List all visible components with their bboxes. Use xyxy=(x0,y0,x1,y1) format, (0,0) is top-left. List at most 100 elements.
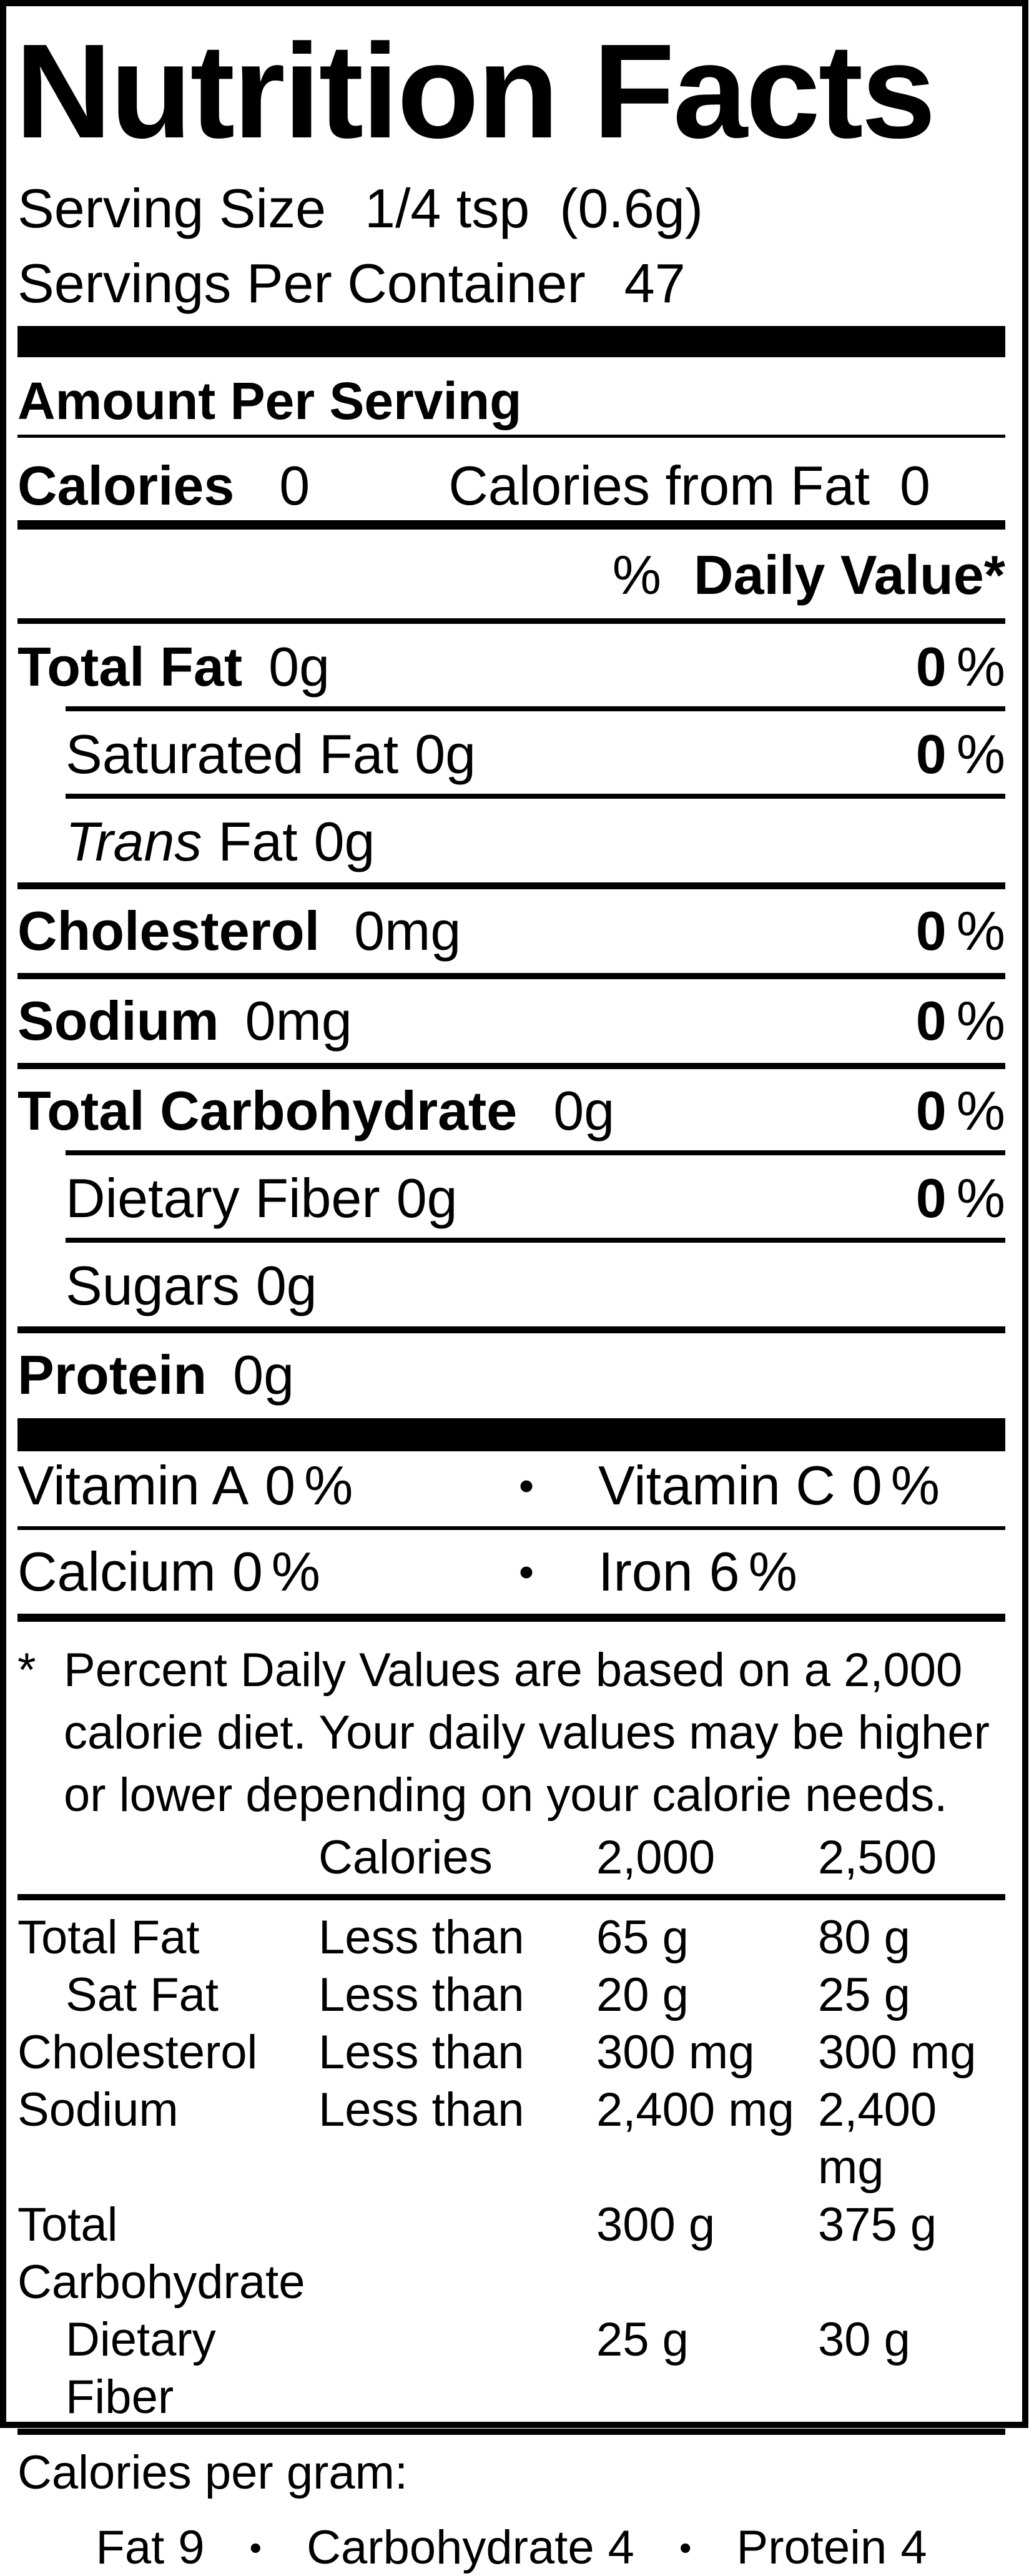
nutrient-name-amount: Sugars 0g xyxy=(66,1251,317,1320)
sodium-dv: 0% xyxy=(916,987,1005,1055)
bullet-icon: • xyxy=(518,1547,534,1596)
iron-group: Iron 6% xyxy=(598,1537,797,1606)
total-carbohydrate-dv: 0% xyxy=(916,1077,1005,1145)
cpg-fat-value: 9 xyxy=(178,2521,205,2574)
calcium-name: Calcium xyxy=(17,1541,216,1602)
nutrient-row-total-carbohydrate: Total Carbohydrate 0g 0% xyxy=(17,1077,1005,1145)
bullet-icon: • xyxy=(679,2528,692,2567)
percent-sign: % xyxy=(956,900,1005,962)
total-fat-dv: 0% xyxy=(916,633,1005,701)
dietary-fiber-dv: 0% xyxy=(916,1164,1005,1233)
trans-fat-name: Fat xyxy=(218,811,298,872)
nutrient-row-total-fat: Total Fat 0g 0% xyxy=(17,633,1005,701)
nutrient-name-amount: Saturated Fat 0g xyxy=(66,720,476,789)
bullet-icon: • xyxy=(249,2528,262,2567)
trans-fat-amount: 0g xyxy=(313,811,375,872)
rule-indented-4 xyxy=(66,1238,1005,1243)
cpg-carbohydrate-value: 4 xyxy=(608,2521,634,2574)
table-row-v2000: 65 g xyxy=(596,1911,689,1964)
saturated-fat-name: Saturated Fat xyxy=(66,723,399,785)
cholesterol-name: Cholesterol xyxy=(17,900,320,962)
servings-per-container-line: Servings Per Container 47 xyxy=(17,246,1005,321)
rule-above-sodium xyxy=(17,973,1005,979)
total-fat-amount: 0g xyxy=(268,636,330,698)
trans-fat-italic: Trans xyxy=(66,811,202,872)
dietary-fiber-name: Dietary Fiber xyxy=(66,1167,380,1229)
rule-above-cholesterol xyxy=(17,882,1005,889)
nutrient-name-amount: Dietary Fiber 0g xyxy=(66,1164,458,1233)
calories-per-gram-values: Fat 9 • Carbohydrate 4 • Protein 4 xyxy=(17,2520,1005,2576)
rule-indented-2 xyxy=(66,794,1005,799)
table-row-qualifier: Less than xyxy=(318,2026,524,2079)
calcium-group: Calcium 0% xyxy=(17,1541,320,1602)
percent-sign: % xyxy=(956,636,1005,698)
dietary-fiber-amount: 0g xyxy=(396,1167,458,1229)
rule-above-calories-per-gram xyxy=(17,2429,1005,2435)
header-2000: 2,000 xyxy=(596,1831,716,1884)
calories-row: Calories 0 Calories from Fat 0 xyxy=(17,452,1005,520)
asterisk: * xyxy=(17,1644,36,1697)
nutrient-row-sugars: Sugars 0g xyxy=(17,1251,1005,1320)
cpg-fat: Fat 9 xyxy=(96,2520,204,2576)
percent-sign: % xyxy=(956,1080,1005,1142)
header-2500: 2,500 xyxy=(818,1831,937,1884)
saturated-fat-dv-value: 0 xyxy=(915,723,947,785)
label-title: Nutrition Facts xyxy=(15,16,936,166)
percent-sign: % xyxy=(890,1454,940,1516)
cpg-protein-name: Protein xyxy=(736,2521,887,2574)
daily-value-percent-sign: % xyxy=(612,544,662,606)
cholesterol-dv: 0% xyxy=(916,897,1005,965)
footnote-line-2: calorie diet. Your daily values may be h… xyxy=(64,1706,990,1759)
amount-per-serving-heading: Amount Per Serving xyxy=(17,372,522,430)
rule-indented-3 xyxy=(66,1150,1005,1155)
total-carbohydrate-dv-value: 0 xyxy=(915,1080,947,1142)
calcium-value: 0 xyxy=(232,1541,263,1602)
percent-sign: % xyxy=(304,1454,353,1516)
nutrient-row-saturated-fat: Saturated Fat 0g 0% xyxy=(17,720,1005,789)
separator-bar-top xyxy=(17,326,1005,357)
nutrient-row-cholesterol: Cholesterol 0mg 0% xyxy=(17,897,1005,965)
table-row-v2000: 25 g xyxy=(596,2313,689,2366)
daily-value-text: Daily Value* xyxy=(694,544,1005,606)
table-row-name: Total Fat xyxy=(17,1911,200,1964)
rule-above-daily-value xyxy=(17,520,1005,530)
calories-from-fat-value: 0 xyxy=(900,455,930,516)
rule-under-table-header xyxy=(17,1894,1005,1900)
table-row-name: Dietary Fiber xyxy=(66,2313,216,2424)
table-row-v2000: 20 g xyxy=(596,1968,689,2021)
table-row-v2500: 80 g xyxy=(818,1911,910,1964)
percent-sign: % xyxy=(748,1541,797,1602)
servings-per-container-label: Servings Per Container xyxy=(17,252,586,314)
rule-above-protein xyxy=(17,1326,1005,1333)
bullet-icon: • xyxy=(518,1461,534,1510)
footnote-line-1: * Percent Daily Values are based on a 2,0… xyxy=(17,1639,1005,1702)
vitamin-c-name: Vitamin C xyxy=(598,1454,835,1516)
calories-from-fat-group: Calories from Fat 0 xyxy=(448,452,930,520)
rule-indented-1 xyxy=(66,706,1005,711)
serving-size-label: Serving Size xyxy=(17,177,327,239)
total-carbohydrate-amount: 0g xyxy=(553,1080,615,1142)
vitamin-a-value: 0 xyxy=(265,1454,296,1516)
saturated-fat-amount: 0g xyxy=(415,723,476,785)
sugars-amount: 0g xyxy=(255,1255,317,1316)
servings-per-container-value: 47 xyxy=(624,252,686,314)
nutrient-name-amount: Total Carbohydrate 0g xyxy=(17,1077,614,1145)
footnote-line-3: or lower depending on your calorie needs… xyxy=(64,1769,948,1822)
calories-label: Calories xyxy=(17,455,235,516)
table-row-qualifier xyxy=(318,2311,596,2426)
cpg-fat-name: Fat xyxy=(96,2521,165,2574)
rule-above-total-carbohydrate xyxy=(17,1063,1005,1069)
table-row-v2000: 2,400 mg xyxy=(596,2083,794,2136)
nutrient-row-protein: Protein 0g xyxy=(17,1341,1005,1409)
percent-sign: % xyxy=(271,1541,321,1602)
nutrient-row-sodium: Sodium 0mg 0% xyxy=(17,987,1005,1055)
iron-value: 6 xyxy=(709,1541,740,1602)
serving-size-weight: (0.6g) xyxy=(559,177,704,239)
cpg-carbohydrate-name: Carbohydrate xyxy=(307,2521,594,2574)
table-row-qualifier xyxy=(318,2196,596,2311)
calories-value: 0 xyxy=(279,455,310,516)
vitamin-row-2: Calcium 0% • Iron 6% xyxy=(17,1537,1005,1606)
table-row-v2500: 2,400 mg xyxy=(818,2083,937,2194)
separator-bar-vitamins xyxy=(17,1418,1005,1451)
rule-above-footnote xyxy=(17,1614,1005,1622)
